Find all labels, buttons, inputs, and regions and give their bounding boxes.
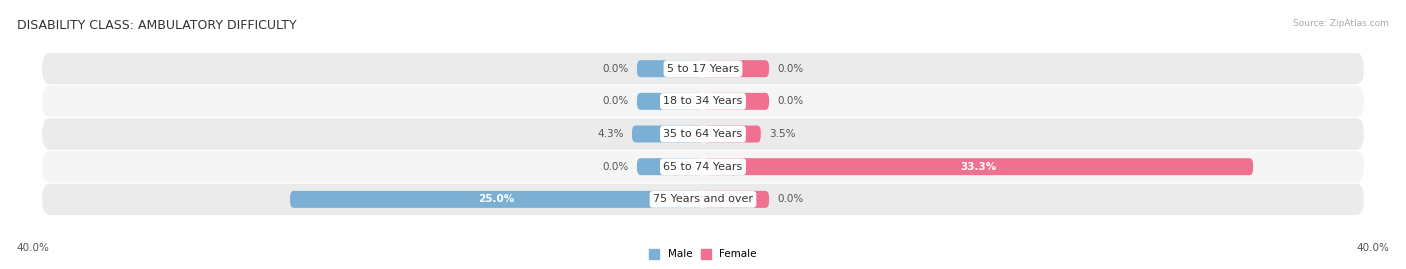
Text: 65 to 74 Years: 65 to 74 Years [664, 162, 742, 172]
FancyBboxPatch shape [637, 60, 703, 77]
FancyBboxPatch shape [703, 191, 769, 208]
Text: 75 Years and over: 75 Years and over [652, 194, 754, 204]
FancyBboxPatch shape [703, 93, 769, 110]
Text: 0.0%: 0.0% [778, 64, 804, 74]
Legend: Male, Female: Male, Female [645, 245, 761, 264]
Text: 3.5%: 3.5% [769, 129, 796, 139]
FancyBboxPatch shape [631, 126, 703, 143]
FancyBboxPatch shape [42, 184, 1364, 215]
Text: 0.0%: 0.0% [778, 96, 804, 106]
Text: 33.3%: 33.3% [960, 162, 997, 172]
Text: DISABILITY CLASS: AMBULATORY DIFFICULTY: DISABILITY CLASS: AMBULATORY DIFFICULTY [17, 19, 297, 32]
Text: 0.0%: 0.0% [778, 194, 804, 204]
Text: 35 to 64 Years: 35 to 64 Years [664, 129, 742, 139]
FancyBboxPatch shape [703, 158, 1253, 175]
FancyBboxPatch shape [42, 151, 1364, 182]
Text: 0.0%: 0.0% [602, 96, 628, 106]
Text: 0.0%: 0.0% [602, 162, 628, 172]
Text: Source: ZipAtlas.com: Source: ZipAtlas.com [1294, 19, 1389, 28]
FancyBboxPatch shape [703, 126, 761, 143]
FancyBboxPatch shape [42, 53, 1364, 84]
FancyBboxPatch shape [42, 118, 1364, 150]
Text: 25.0%: 25.0% [478, 194, 515, 204]
Text: 4.3%: 4.3% [598, 129, 624, 139]
Text: 5 to 17 Years: 5 to 17 Years [666, 64, 740, 74]
Text: 40.0%: 40.0% [1357, 243, 1389, 253]
FancyBboxPatch shape [637, 93, 703, 110]
FancyBboxPatch shape [42, 86, 1364, 117]
Text: 0.0%: 0.0% [602, 64, 628, 74]
FancyBboxPatch shape [290, 191, 703, 208]
FancyBboxPatch shape [703, 60, 769, 77]
Text: 40.0%: 40.0% [17, 243, 49, 253]
Text: 18 to 34 Years: 18 to 34 Years [664, 96, 742, 106]
FancyBboxPatch shape [637, 158, 703, 175]
